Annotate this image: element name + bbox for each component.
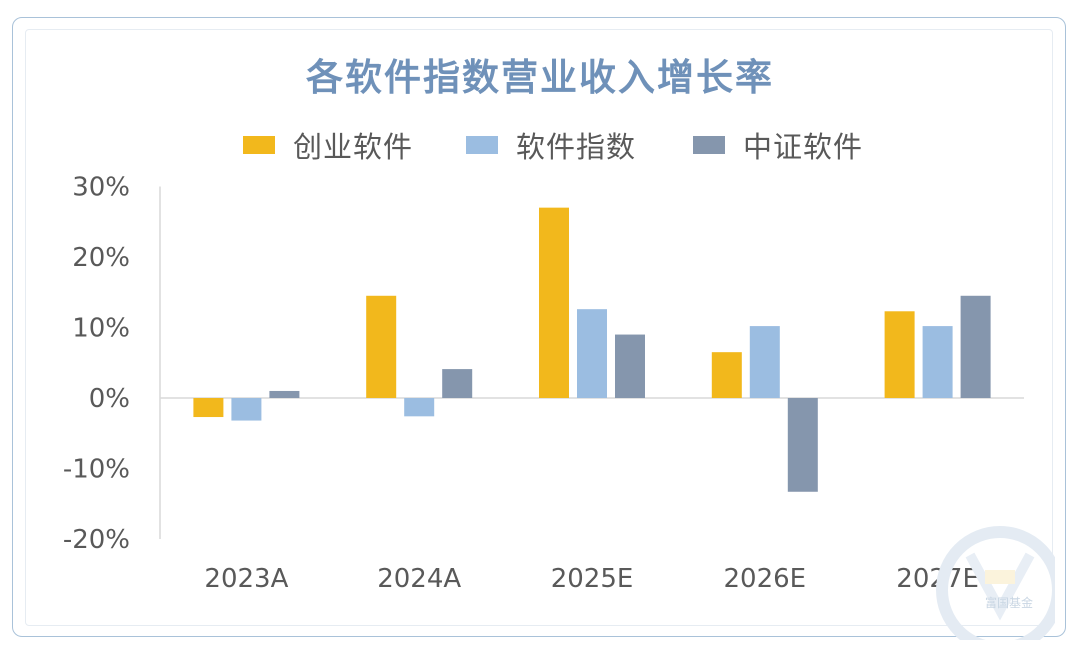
bar bbox=[231, 398, 262, 421]
bar bbox=[749, 326, 780, 398]
y-tick-label: -20% bbox=[63, 525, 130, 555]
bar bbox=[193, 398, 224, 418]
legend-item-1: 创业软件 bbox=[243, 125, 413, 165]
bar bbox=[615, 334, 645, 398]
bar bbox=[922, 326, 953, 398]
legend-item-2: 软件指数 bbox=[466, 125, 636, 165]
y-tick-label: 10% bbox=[72, 314, 130, 344]
bar bbox=[884, 311, 915, 398]
bar bbox=[404, 398, 435, 417]
x-tick-label: 2025E bbox=[551, 564, 634, 594]
chart-inner-frame bbox=[25, 29, 1053, 626]
bar bbox=[711, 352, 742, 398]
y-tick-label: -10% bbox=[63, 455, 130, 485]
y-tick-label: 20% bbox=[72, 243, 130, 273]
bar bbox=[366, 295, 397, 398]
y-tick-label: 0% bbox=[89, 384, 130, 414]
legend-item-3: 中证软件 bbox=[693, 125, 863, 165]
x-tick-label: 2026E bbox=[723, 564, 806, 594]
y-tick-label: 30% bbox=[72, 173, 130, 203]
legend-label-1: 创业软件 bbox=[293, 130, 414, 164]
watermark-text: 富国基金 bbox=[985, 596, 1034, 610]
x-tick-label: 2024A bbox=[377, 564, 461, 594]
legend: 创业软件 软件指数 中证软件 bbox=[0, 125, 1080, 165]
legend-label-2: 软件指数 bbox=[516, 130, 637, 164]
legend-swatch-1 bbox=[243, 136, 275, 154]
bar bbox=[577, 309, 607, 398]
bar bbox=[269, 390, 300, 398]
bar bbox=[539, 207, 569, 398]
legend-swatch-2 bbox=[466, 136, 498, 154]
bar bbox=[787, 398, 818, 492]
legend-swatch-3 bbox=[693, 136, 725, 154]
x-tick-label: 2023A bbox=[204, 564, 288, 594]
chart-title: 各软件指数营业收入增长率 bbox=[306, 56, 774, 99]
legend-label-3: 中证软件 bbox=[743, 130, 864, 164]
bar bbox=[442, 369, 473, 398]
watermark-logo-icon bbox=[936, 526, 1055, 640]
bar bbox=[960, 295, 991, 398]
